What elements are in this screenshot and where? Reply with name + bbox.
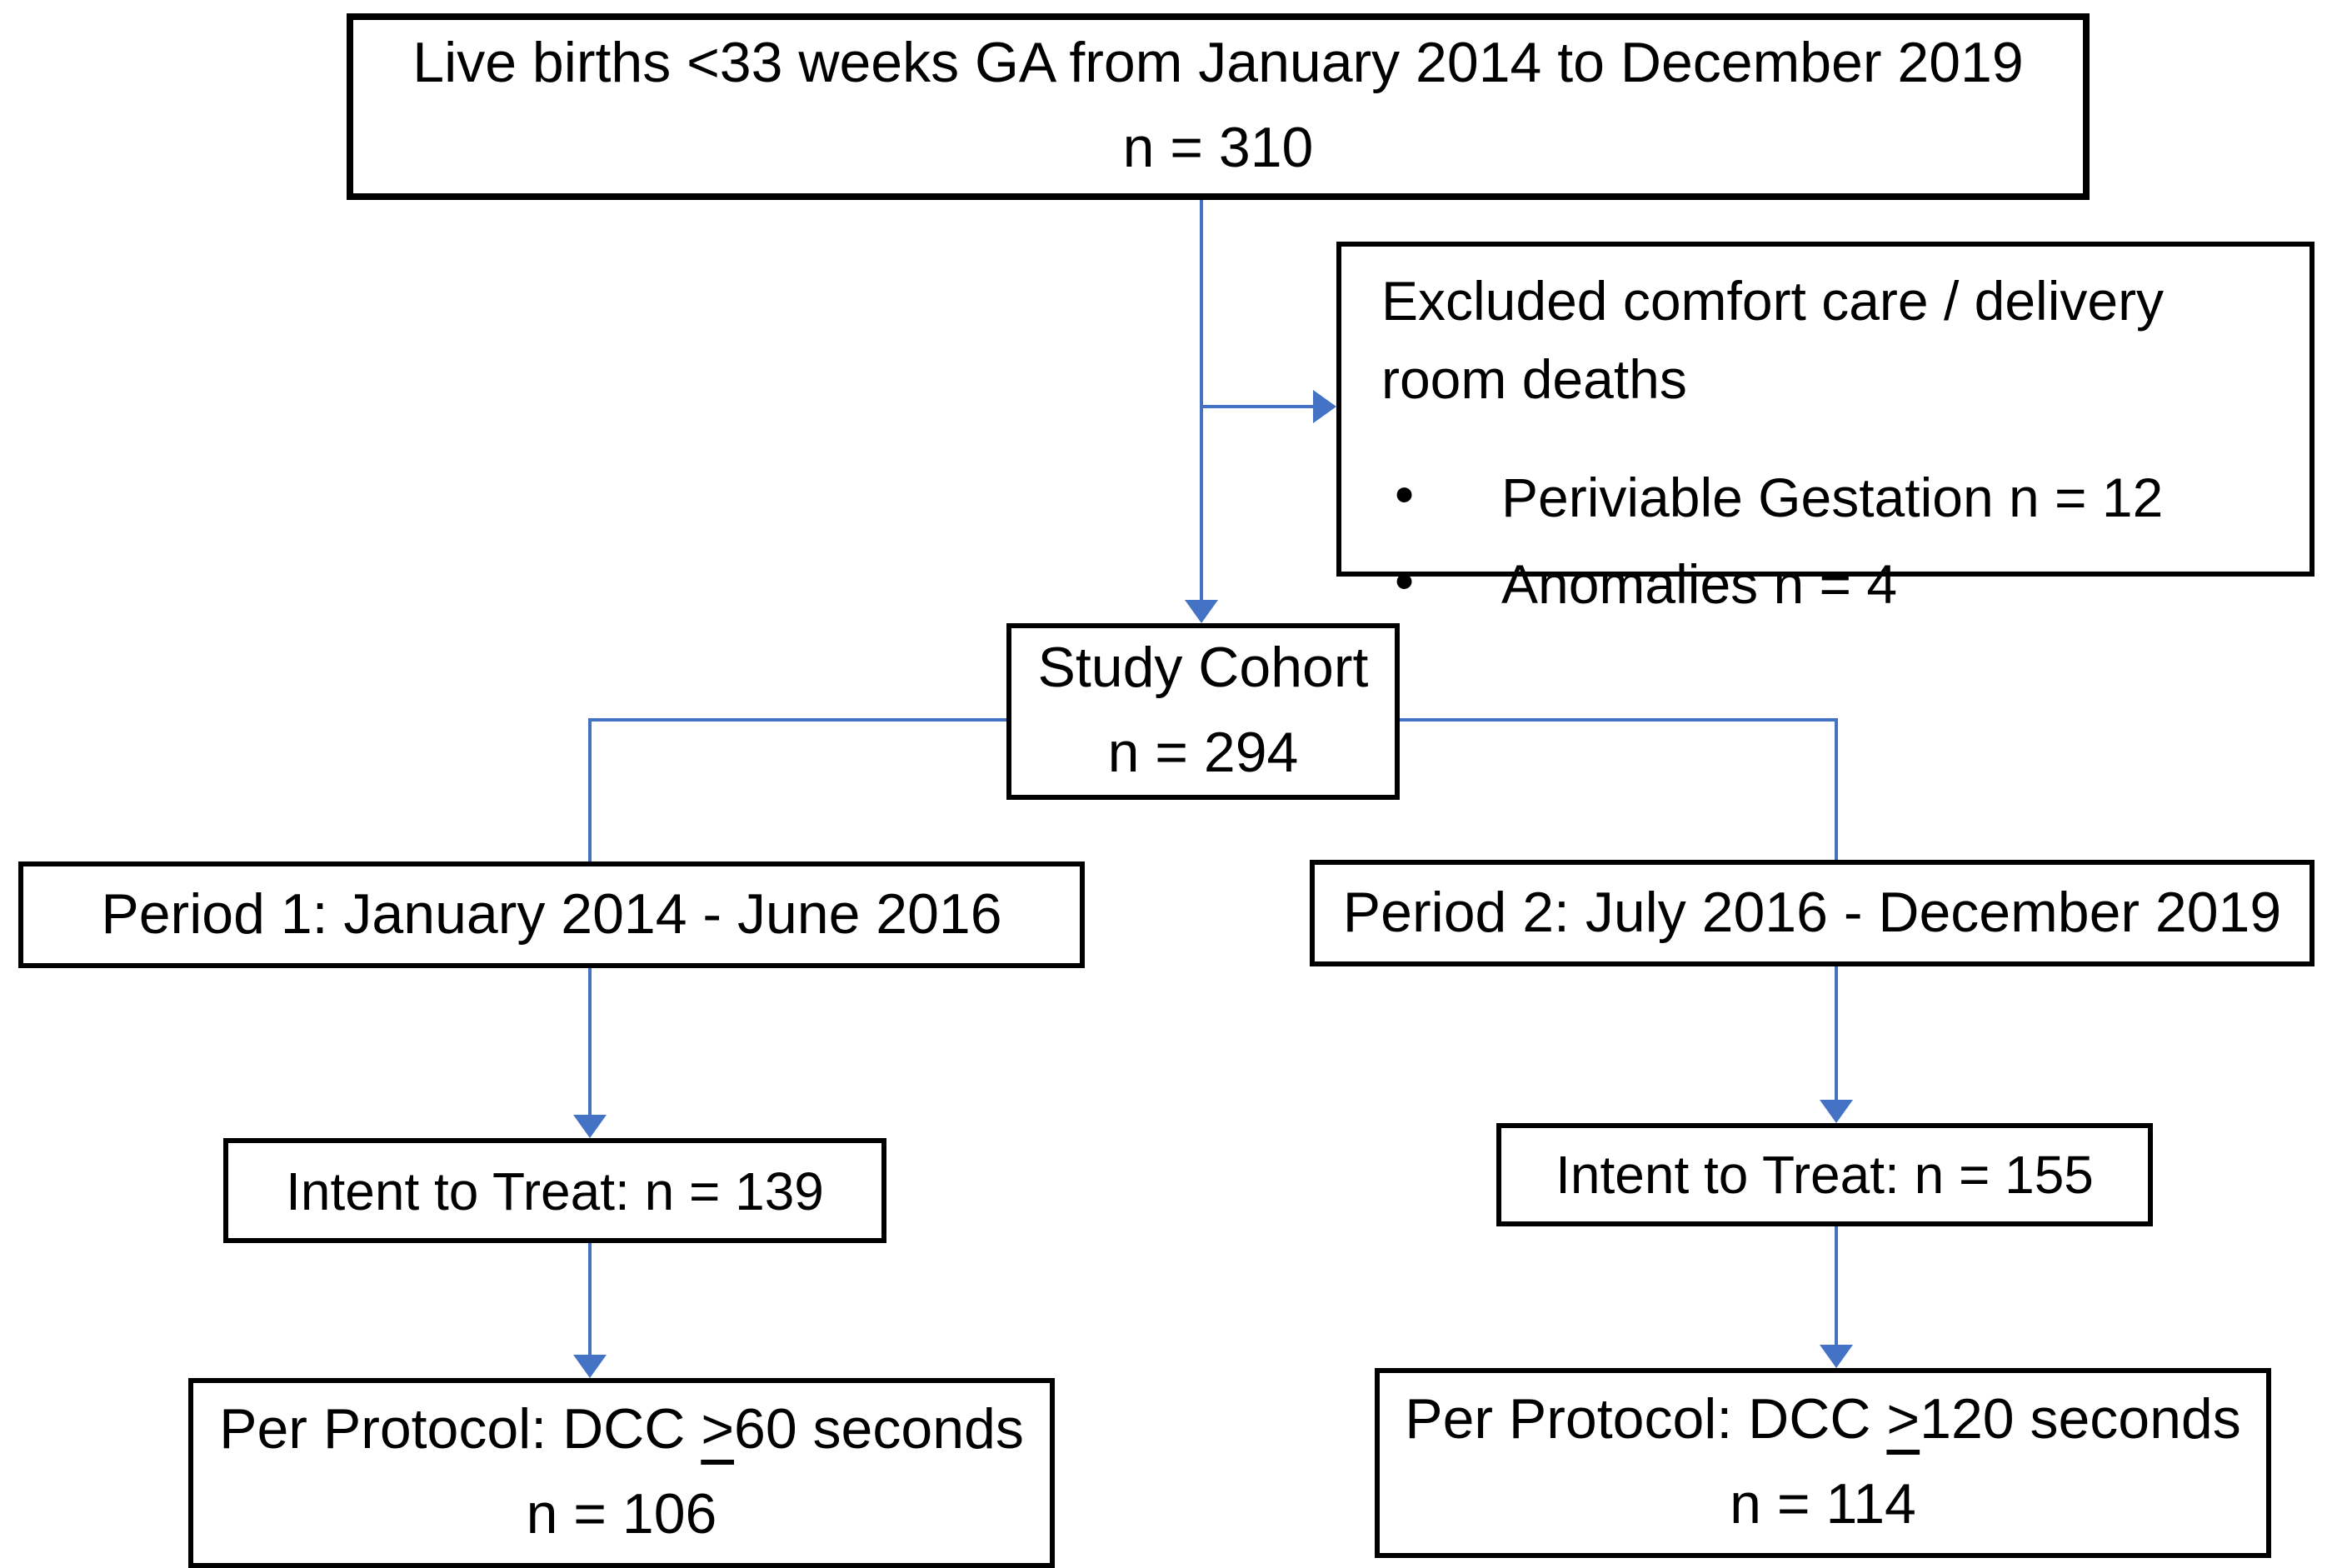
period-2-label: Period 2: July 2016 - December 2019 (1342, 881, 2282, 944)
live-births-label: Live births <33 weeks GA from January 20… (412, 32, 2024, 95)
connector-right-vertical-3 (1835, 1226, 1838, 1345)
arrow-down-icon (1185, 600, 1218, 623)
arrow-down-icon (1820, 1100, 1853, 1123)
box-live-births: Live births <33 weeks GA from January 20… (347, 13, 2090, 200)
excluded-heading: Excluded comfort care / delivery room de… (1381, 270, 2165, 410)
excluded-bullet-list: Periviable Gestation n = 12 Anomalies n … (1381, 442, 2163, 616)
live-births-count: n = 310 (1122, 117, 1314, 180)
connector-excluded-horizontal (1201, 405, 1313, 408)
intent-to-treat-2-label: Intent to Treat: n = 155 (1555, 1145, 2094, 1205)
box-study-cohort: Study Cohort n = 294 (1006, 623, 1400, 800)
per-protocol-1-count: n = 106 (526, 1483, 717, 1546)
box-intent-to-treat-2: Intent to Treat: n = 155 (1496, 1123, 2153, 1226)
arrow-down-icon (1820, 1345, 1853, 1368)
study-cohort-count: n = 294 (1107, 722, 1299, 785)
connector-left-vertical-3 (588, 1243, 592, 1355)
box-per-protocol-2: Per Protocol: DCC >120 seconds n = 114 (1375, 1368, 2271, 1558)
excluded-bullet-item: Periviable Gestation n = 12 (1381, 462, 2163, 529)
connector-top-vertical (1200, 200, 1203, 600)
connector-right-vertical-2 (1835, 966, 1838, 1100)
connector-left-horizontal (590, 718, 1006, 722)
per-protocol-2-label: Per Protocol: DCC >120 seconds (1405, 1388, 2241, 1451)
intent-to-treat-1-label: Intent to Treat: n = 139 (286, 1161, 824, 1221)
connector-left-vertical-1 (588, 718, 592, 861)
connector-right-horizontal (1400, 718, 1836, 722)
connector-right-vertical-1 (1835, 718, 1838, 860)
box-period-1: Period 1: January 2014 - June 2016 (18, 861, 1085, 968)
per-protocol-1-label: Per Protocol: DCC >60 seconds (219, 1398, 1024, 1461)
box-intent-to-treat-1: Intent to Treat: n = 139 (223, 1138, 886, 1243)
arrow-down-icon (573, 1355, 607, 1378)
box-excluded: Excluded comfort care / delivery room de… (1336, 242, 2315, 614)
box-period-2: Period 2: July 2016 - December 2019 (1310, 860, 2315, 966)
box-per-protocol-1: Per Protocol: DCC >60 seconds n = 106 (188, 1378, 1055, 1568)
arrow-down-icon (573, 1115, 607, 1138)
connector-left-vertical-2 (588, 968, 592, 1115)
period-1-label: Period 1: January 2014 - June 2016 (101, 882, 1002, 946)
study-cohort-label: Study Cohort (1037, 637, 1369, 700)
per-protocol-2-count: n = 114 (1730, 1473, 1916, 1536)
excluded-bullet-item: Anomalies n = 4 (1381, 549, 2163, 616)
arrow-right-icon (1313, 390, 1336, 423)
